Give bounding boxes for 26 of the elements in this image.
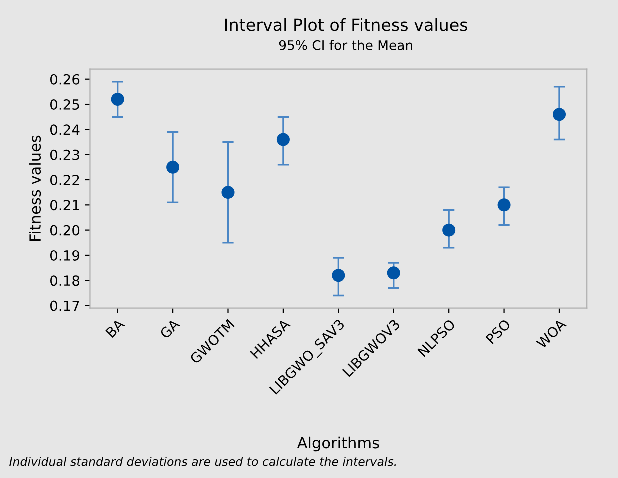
y-tick-label: 0.18 bbox=[50, 276, 80, 286]
point bbox=[111, 92, 124, 106]
y-tick-label: 0.22 bbox=[50, 174, 80, 186]
text: Individual standard deviations are used to calculate the intervals. bbox=[10, 457, 396, 466]
y-tick-label: 0.23 bbox=[50, 150, 80, 160]
point bbox=[332, 269, 346, 282]
x-tick-label: BA bbox=[106, 318, 126, 338]
y-tick-label: 0.24 bbox=[50, 124, 80, 136]
y-tick-label: 0.25 bbox=[50, 100, 80, 110]
point bbox=[166, 160, 180, 174]
y-tick-label: 0.17 bbox=[50, 300, 80, 312]
x-axis-title: Algorithms bbox=[297, 436, 380, 452]
chart-title: Interval Plot of Fitness values bbox=[226, 18, 468, 32]
y-tick-label: 0.19 bbox=[50, 250, 80, 261]
point bbox=[552, 108, 566, 122]
y-axis-title: Fitness values bbox=[29, 136, 42, 242]
point bbox=[498, 198, 511, 212]
y-tick-label: 0.26 bbox=[50, 74, 80, 85]
x-tick-label: GA bbox=[159, 318, 181, 340]
chart-subtitle: 95% CI for the Mean bbox=[279, 40, 412, 50]
y-tick-label: 0.21 bbox=[50, 200, 80, 211]
point bbox=[222, 186, 235, 200]
point bbox=[442, 224, 456, 237]
point bbox=[276, 133, 290, 146]
y-tick-label: 0.20 bbox=[50, 225, 80, 236]
point bbox=[387, 266, 400, 280]
